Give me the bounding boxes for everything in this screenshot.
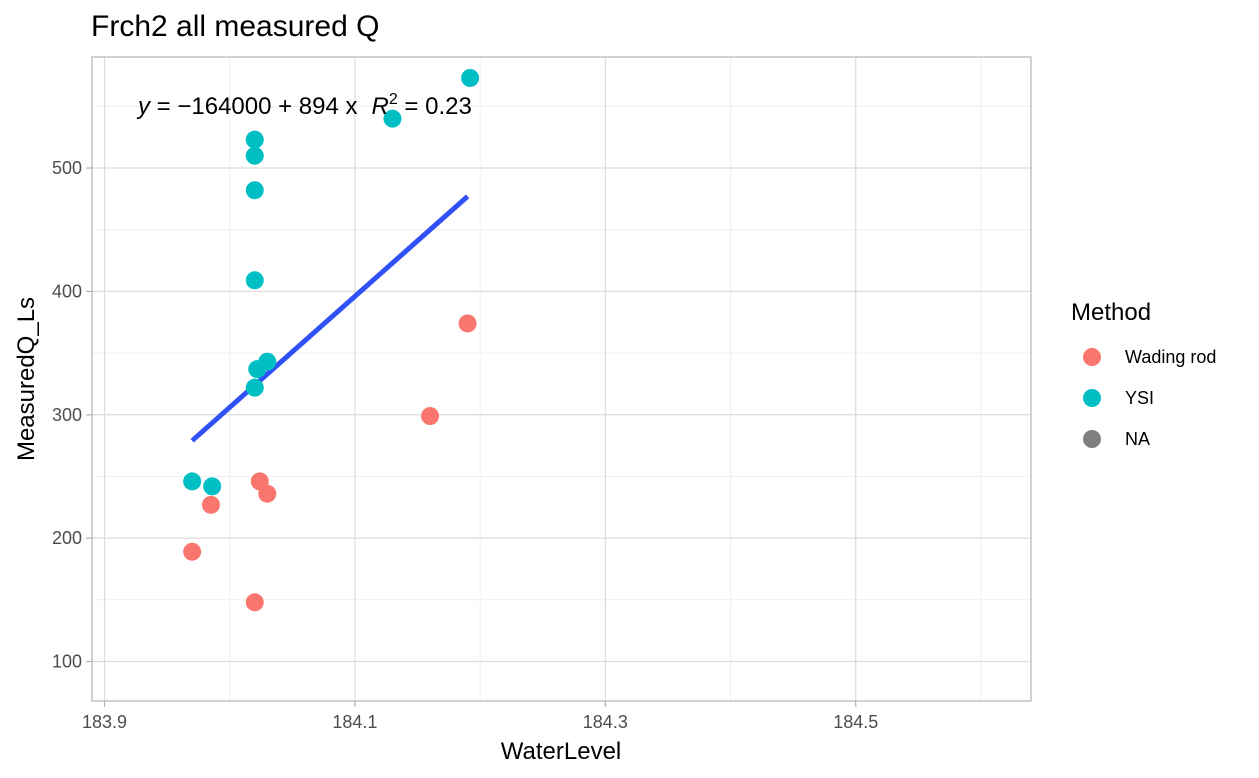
y-tick-label: 500 — [52, 158, 82, 178]
data-points — [183, 68, 480, 612]
data-point-wading-rod — [183, 542, 202, 561]
x-tick-label: 184.1 — [332, 712, 377, 732]
legend: Method Wading rod YSI NA — [1071, 299, 1216, 449]
legend-label-na: NA — [1125, 429, 1150, 449]
minor-gridlines — [92, 57, 1031, 701]
data-point-wading-rod — [258, 484, 277, 503]
equation-lhs: y — [136, 93, 152, 120]
legend-label-wading-rod: Wading rod — [1125, 347, 1216, 367]
data-point-ysi — [461, 68, 480, 87]
legend-title: Method — [1071, 299, 1151, 326]
data-point-ysi — [245, 146, 264, 165]
data-point-ysi — [245, 378, 264, 397]
data-point-wading-rod — [201, 495, 220, 514]
regression-line — [190, 194, 470, 443]
data-point-wading-rod — [458, 314, 477, 333]
chart-title: Frch2 all measured Q — [91, 10, 379, 43]
data-point-wading-rod — [421, 407, 440, 426]
regression-line-group — [190, 194, 470, 443]
data-point-wading-rod — [245, 593, 264, 612]
y-tick-label: 400 — [52, 281, 82, 301]
y-axis: 100 200 300 400 500 — [52, 158, 92, 672]
r2-superscript: 2 — [389, 91, 398, 108]
r2-label: R — [372, 93, 389, 120]
data-point-ysi — [258, 352, 277, 371]
legend-label-ysi: YSI — [1125, 388, 1154, 408]
y-tick-label: 300 — [52, 405, 82, 425]
x-axis-title: WaterLevel — [501, 738, 622, 765]
major-gridlines — [92, 57, 1031, 701]
data-point-ysi — [245, 181, 264, 200]
x-tick-label: 184.5 — [833, 712, 878, 732]
legend-key-na — [1083, 430, 1101, 448]
data-point-ysi — [183, 472, 202, 491]
x-tick-label: 184.3 — [583, 712, 628, 732]
x-axis: 183.9 184.1 184.3 184.5 — [82, 701, 878, 732]
y-tick-label: 100 — [52, 652, 82, 672]
y-tick-label: 200 — [52, 528, 82, 548]
data-point-ysi — [245, 130, 264, 149]
regression-equation: y = −164000 + 894 x R2 = 0.23 — [136, 91, 472, 120]
data-point-ysi — [383, 109, 402, 128]
plot-panel-border — [91, 56, 1032, 702]
legend-key-wading-rod — [1083, 348, 1101, 366]
equation-rhs: = −164000 + 894 x — [150, 93, 358, 120]
data-point-ysi — [203, 477, 222, 496]
data-point-ysi — [245, 271, 264, 290]
x-tick-label: 183.9 — [82, 712, 127, 732]
legend-key-ysi — [1083, 389, 1101, 407]
r2-value: = 0.23 — [398, 93, 472, 120]
y-axis-title: MeasuredQ_Ls — [13, 297, 40, 461]
